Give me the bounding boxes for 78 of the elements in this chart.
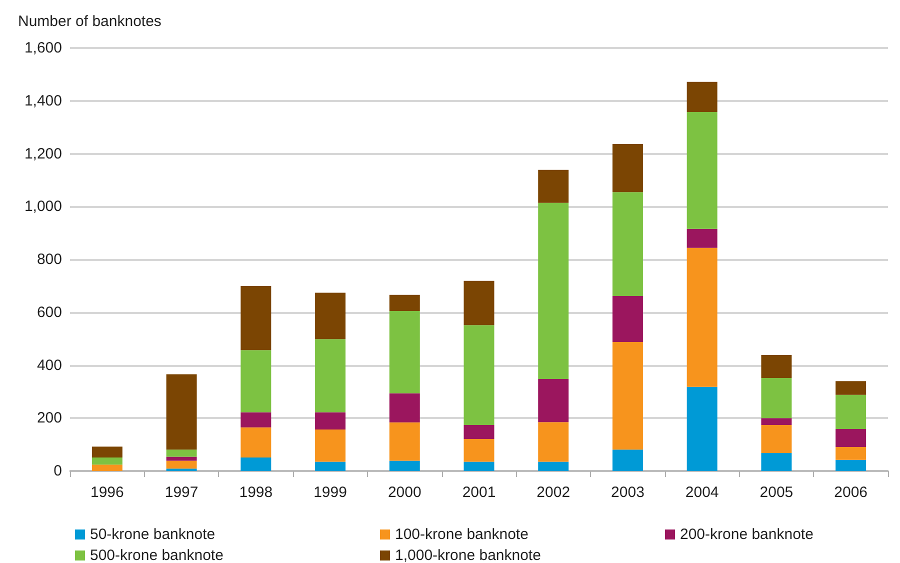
legend-label: 200-krone banknote (680, 526, 814, 543)
legend-label: 1,000-krone banknote (395, 547, 541, 563)
bar (315, 292, 346, 340)
bar (389, 422, 420, 461)
bar (464, 325, 494, 425)
bar (761, 425, 792, 454)
bar (464, 462, 494, 471)
bar (686, 82, 718, 112)
bar (166, 374, 197, 450)
bar (836, 446, 866, 460)
bar (538, 422, 569, 462)
x-tick-label: 2001 (462, 484, 496, 501)
bar (538, 170, 569, 203)
x-tick-label: 2006 (834, 484, 868, 501)
y-tick-label: 200 (36, 410, 62, 427)
x-tick-label: 1996 (90, 484, 124, 501)
bar (92, 458, 122, 465)
bar (315, 339, 346, 412)
bar (836, 428, 866, 447)
bar (315, 429, 346, 462)
bar (686, 228, 718, 248)
y-tick-label: 1,200 (24, 145, 62, 162)
x-tick-label: 2004 (685, 484, 719, 501)
bar (464, 439, 494, 462)
y-tick-label: 400 (36, 356, 62, 374)
y-tick-label: 1,400 (24, 92, 62, 110)
bar (240, 286, 272, 350)
bar (612, 450, 643, 471)
bar (315, 412, 346, 430)
bar (315, 462, 346, 471)
bar (240, 350, 272, 412)
bar (686, 248, 718, 387)
x-tick-label: 2000 (388, 484, 422, 501)
legend-label: 100-krone banknote (395, 526, 528, 543)
y-tick-label: 800 (36, 251, 62, 268)
bar (612, 144, 643, 192)
x-tick-label: 1998 (239, 484, 273, 501)
x-tick-label: 2003 (611, 484, 644, 501)
bar (240, 427, 272, 458)
bar (538, 379, 569, 422)
bar (836, 394, 866, 429)
y-tick-label: 1,600 (24, 40, 62, 56)
legend-label: 50-krone banknote (90, 526, 216, 543)
bar (686, 386, 718, 471)
bar (389, 393, 420, 422)
bar (836, 381, 866, 395)
bar (464, 280, 494, 326)
y-tick-label: 0 (54, 462, 62, 480)
bar (389, 311, 420, 394)
x-tick-label: 2005 (760, 484, 794, 501)
bar (612, 342, 643, 450)
bar (761, 354, 792, 378)
bar (166, 456, 197, 461)
bar (389, 294, 420, 312)
bar (166, 460, 197, 469)
bar (92, 446, 122, 458)
x-tick-label: 1997 (164, 484, 198, 501)
bar (92, 464, 122, 471)
bar (836, 460, 866, 471)
bar (686, 112, 718, 229)
bar (538, 202, 569, 379)
bar (464, 425, 494, 440)
y-tick-label: 600 (36, 304, 62, 321)
y-axis-title: Number of banknotes (18, 13, 162, 30)
x-tick-label: 2002 (536, 484, 570, 501)
bar (240, 458, 272, 471)
x-tick-label: 1999 (314, 484, 347, 501)
bar (612, 192, 643, 296)
bar (166, 450, 197, 457)
bar (761, 418, 792, 425)
bar (389, 460, 420, 471)
bar (761, 378, 792, 418)
y-tick-label: 1,000 (24, 198, 62, 216)
bar (538, 462, 569, 471)
bar (761, 453, 792, 471)
bar (240, 412, 272, 428)
bar (612, 296, 643, 342)
legend-label: 500-krone banknote (90, 547, 224, 563)
